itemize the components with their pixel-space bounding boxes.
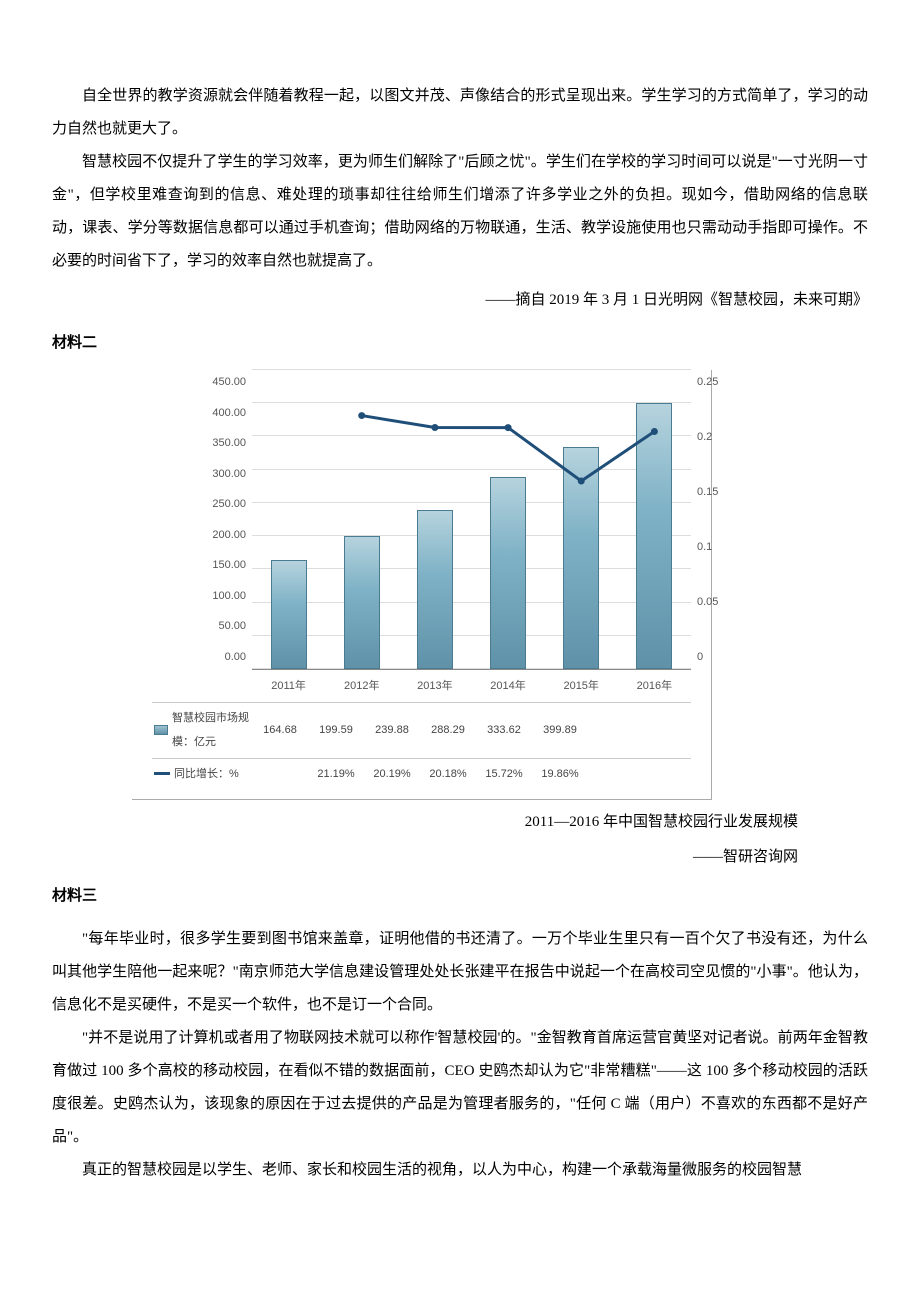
chart-container: 450.00 400.00 350.00 300.00 250.00 200.00 150.…: [132, 370, 712, 800]
x-axis-labels: 2011年 2012年 2013年 2014年 2015年 2016年: [252, 674, 691, 698]
y1-tick: 350.00: [202, 431, 246, 455]
y-axis-right: 0.25 0.2 0.15 0.1 0.05 0: [697, 370, 731, 669]
bar-series: [252, 370, 691, 669]
y-axis-left: 450.00 400.00 350.00 300.00 250.00 200.00 150.…: [202, 370, 246, 669]
paragraph-1: 自全世界的教学资源就会伴随着教程一起，以图文并茂、声像结合的形式呈现出来。学生学…: [52, 80, 868, 146]
bar: [271, 560, 307, 669]
x-tick: 2015年: [563, 674, 599, 698]
table-cell: 21.19%: [308, 762, 364, 786]
table-cell: 15.72%: [476, 762, 532, 786]
table-cell: 239.88: [364, 718, 420, 742]
x-tick: 2016年: [636, 674, 672, 698]
legend-bar-label: 智慧校园市场规模：亿元: [172, 706, 252, 754]
bar: [344, 536, 380, 669]
table-cell: 399.89: [532, 718, 588, 742]
y2-tick: 0.15: [697, 480, 731, 504]
table-row-line: 同比增长：% 21.19%20.19%20.18%15.72%19.86%: [152, 758, 691, 789]
y1-tick: 400.00: [202, 401, 246, 425]
paragraph-5: 真正的智慧校园是以学生、老师、家长和校园生活的视角，以人为中心，构建一个承载海量…: [52, 1154, 868, 1187]
paragraph-4: "并不是说用了计算机或者用了物联网技术就可以称作'智慧校园'的。"金智教育首席运…: [52, 1022, 868, 1154]
table-row-bar: 智慧校园市场规模：亿元 164.68199.59239.88288.29333.…: [152, 702, 691, 757]
x-tick: 2013年: [417, 674, 453, 698]
legend-bar: 智慧校园市场规模：亿元: [152, 706, 252, 754]
heading-material-3: 材料三: [52, 880, 868, 913]
y2-tick: 0: [697, 645, 731, 669]
table-cell: 288.29: [420, 718, 476, 742]
y1-tick: 300.00: [202, 462, 246, 486]
line-swatch-icon: [154, 772, 170, 775]
table-cell: 199.59: [308, 718, 364, 742]
bar: [490, 477, 526, 669]
table-cell: 333.62: [476, 718, 532, 742]
y1-tick: 0.00: [202, 645, 246, 669]
y2-tick: 0.25: [697, 370, 731, 394]
paragraph-3: "每年毕业时，很多学生要到图书馆来盖章，证明他借的书还清了。一万个毕业生里只有一…: [52, 923, 868, 1022]
legend-line: 同比增长：%: [152, 762, 252, 786]
bar: [636, 403, 672, 669]
legend-line-label: 同比增长：%: [174, 762, 239, 786]
y1-tick: 200.00: [202, 523, 246, 547]
y1-tick: 250.00: [202, 492, 246, 516]
paragraph-2: 智慧校园不仅提升了学生的学习效率，更为师生们解除了"后顾之忧"。学生们在学校的学…: [52, 146, 868, 278]
x-tick: 2011年: [271, 674, 307, 698]
table-cell: 164.68: [252, 718, 308, 742]
chart-plot-area: 450.00400.00350.00300.00250.00200.00150.…: [252, 370, 691, 670]
bar: [417, 510, 453, 669]
y2-tick: 0.2: [697, 425, 731, 449]
bar-swatch-icon: [154, 725, 168, 735]
heading-material-2: 材料二: [52, 327, 868, 360]
chart-data-table: 智慧校园市场规模：亿元 164.68199.59239.88288.29333.…: [152, 702, 691, 789]
chart-caption: 2011—2016 年中国智慧校园行业发展规模: [52, 806, 798, 839]
y1-tick: 450.00: [202, 370, 246, 394]
attribution-1: ——摘自 2019 年 3 月 1 日光明网《智慧校园，未来可期》: [52, 284, 868, 317]
x-tick: 2014年: [490, 674, 526, 698]
x-tick: 2012年: [344, 674, 380, 698]
table-cell: 20.19%: [364, 762, 420, 786]
y1-tick: 100.00: [202, 584, 246, 608]
chart-source: ——智研咨询网: [52, 841, 798, 874]
table-cell: 19.86%: [532, 762, 588, 786]
y2-tick: 0.05: [697, 590, 731, 614]
y1-tick: 50.00: [202, 614, 246, 638]
bar: [563, 447, 599, 669]
y2-tick: 0.1: [697, 535, 731, 559]
y1-tick: 150.00: [202, 553, 246, 577]
table-cell: [252, 762, 308, 786]
table-cell: 20.18%: [420, 762, 476, 786]
